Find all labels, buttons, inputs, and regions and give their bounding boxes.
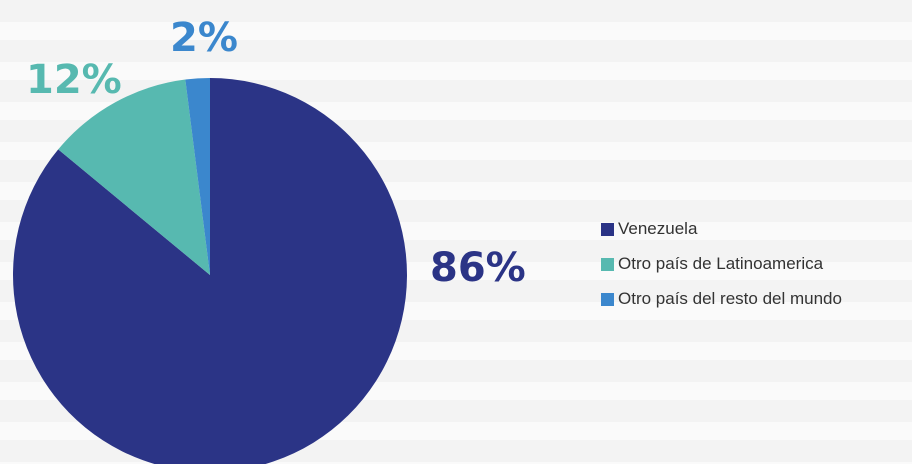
slice-venezuela: [13, 78, 407, 464]
slice-label-venezuela: 86%: [430, 245, 526, 291]
legend-label: Venezuela: [618, 219, 698, 238]
legend-swatch: [601, 222, 614, 236]
legend-swatch: [601, 257, 614, 271]
slice-resto-del-mundo: [185, 78, 210, 275]
legend-item-venezuela: Venezuela: [601, 219, 912, 239]
legend-label: Otro país de Latinoamerica: [618, 254, 824, 273]
legend-item-latinoamerica: Otro país de Latinoamerica: [601, 254, 912, 274]
legend-item-resto-del-mundo: Otro país del resto del mundo: [601, 289, 912, 309]
legend: Venezuela Otro país de Latinoamerica Otr…: [601, 219, 912, 324]
slice-label-latinoamerica: 12%: [26, 57, 122, 103]
slice-label-resto-del-mundo: 2%: [170, 15, 238, 61]
legend-label: Otro país del resto del mundo: [618, 289, 842, 308]
legend-swatch: [601, 292, 614, 306]
slice-latinoamerica: [58, 79, 211, 275]
